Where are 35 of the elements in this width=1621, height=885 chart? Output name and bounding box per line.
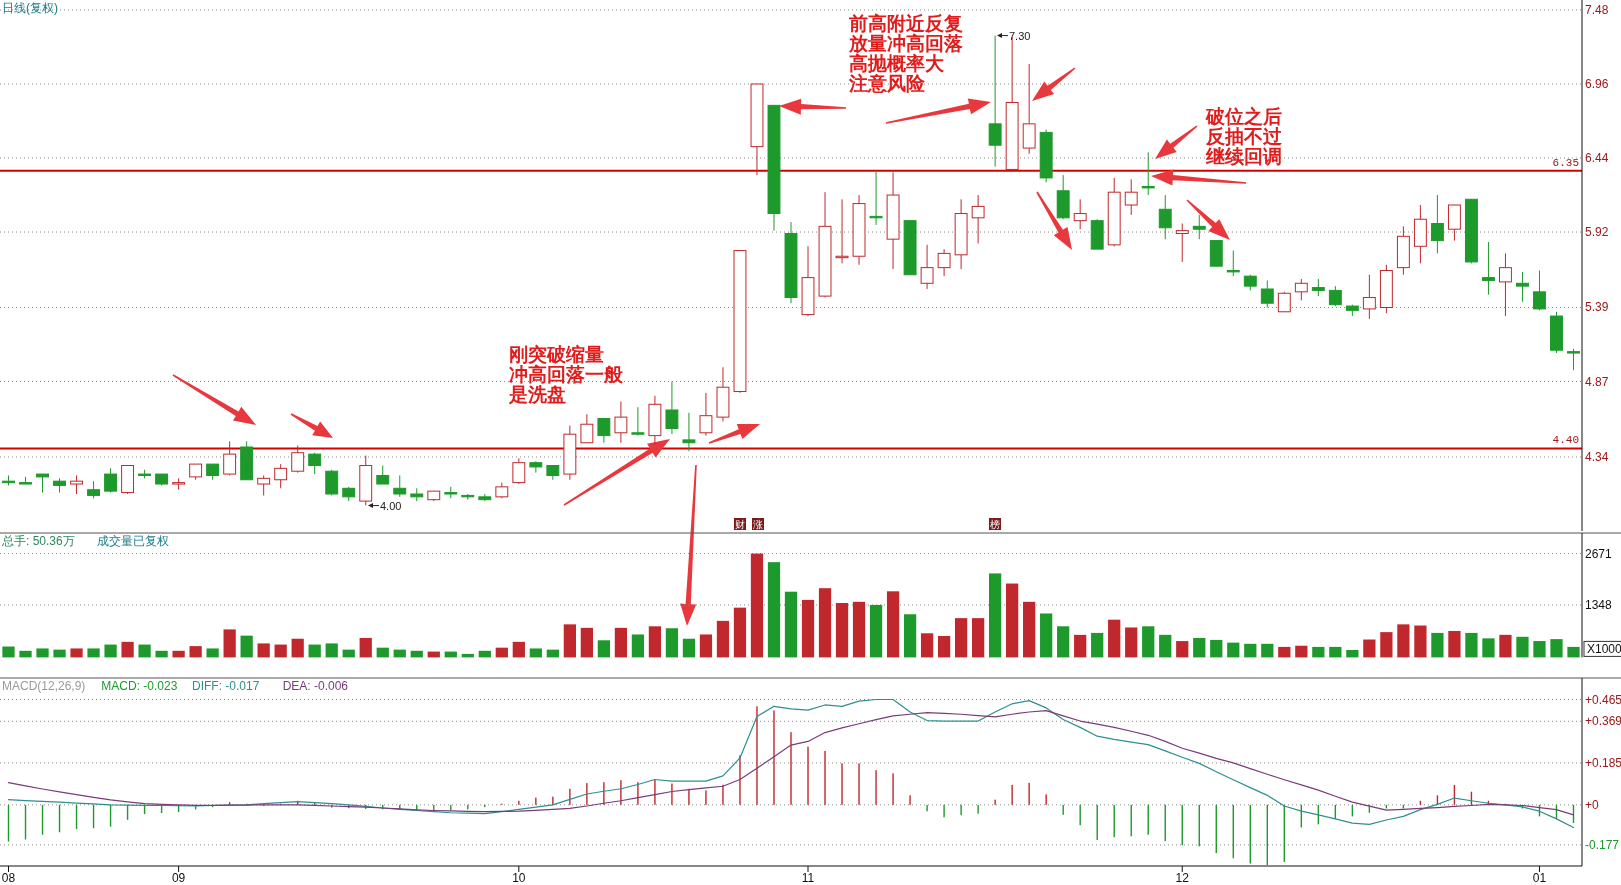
y-tick-label: 6.44 xyxy=(1585,151,1609,166)
y-tick-label: 5.39 xyxy=(1585,300,1609,315)
y-tick-label: 5.92 xyxy=(1585,225,1609,240)
y-tick-label: 2671 xyxy=(1585,546,1613,561)
y-tick-label: 4.87 xyxy=(1585,374,1609,389)
text: DIFF: -0.017 xyxy=(192,679,260,693)
y-tick-label: 7.48 xyxy=(1585,2,1609,17)
x-tick-label: 08 xyxy=(1,871,16,885)
y-tick-label: +0 xyxy=(1585,797,1600,812)
y-tick-label: 1348 xyxy=(1585,598,1613,612)
x-tick-label: 12 xyxy=(1175,871,1190,885)
annotation: 刚突破缩量冲高回落一般是洗盘 xyxy=(508,343,624,405)
text: MACD: -0.023 xyxy=(101,679,178,693)
x-tick-label: 01 xyxy=(1532,871,1547,885)
y-tick-label: +0.465 xyxy=(1585,692,1621,707)
chart-title: 日线(复权) xyxy=(2,1,58,15)
chart-title: MACD(12,26,9) xyxy=(2,679,86,693)
annotation: 破位之后反抽不过继续回调 xyxy=(1205,105,1283,167)
text: DEA: -0.006 xyxy=(282,679,349,693)
y-axis-title: X1000 xyxy=(1587,642,1621,657)
chart-subtitle: 成交量已复权 xyxy=(97,534,170,548)
y-tick-label: -0.177 xyxy=(1585,837,1620,852)
x-tick-label: 09 xyxy=(171,871,186,885)
ref-line-label: 6.35 xyxy=(1552,156,1579,169)
annotation: 7.30 xyxy=(1009,29,1031,42)
x-tick-label: 10 xyxy=(512,871,526,885)
y-tick-label: +0.185 xyxy=(1585,755,1621,770)
y-tick-label: +0.369 xyxy=(1585,714,1621,729)
y-tick-label: 6.96 xyxy=(1585,76,1609,91)
annotation: 4.00 xyxy=(380,499,402,512)
chart-title: 总手: 50.36万 xyxy=(1,534,75,548)
annotation: 前高附近反复放量冲高回落高抛概率大注意风险 xyxy=(848,12,963,94)
x-tick-label: 11 xyxy=(801,871,815,885)
ref-line-label: 4.40 xyxy=(1552,434,1579,447)
y-tick-label: 4.34 xyxy=(1585,449,1609,464)
